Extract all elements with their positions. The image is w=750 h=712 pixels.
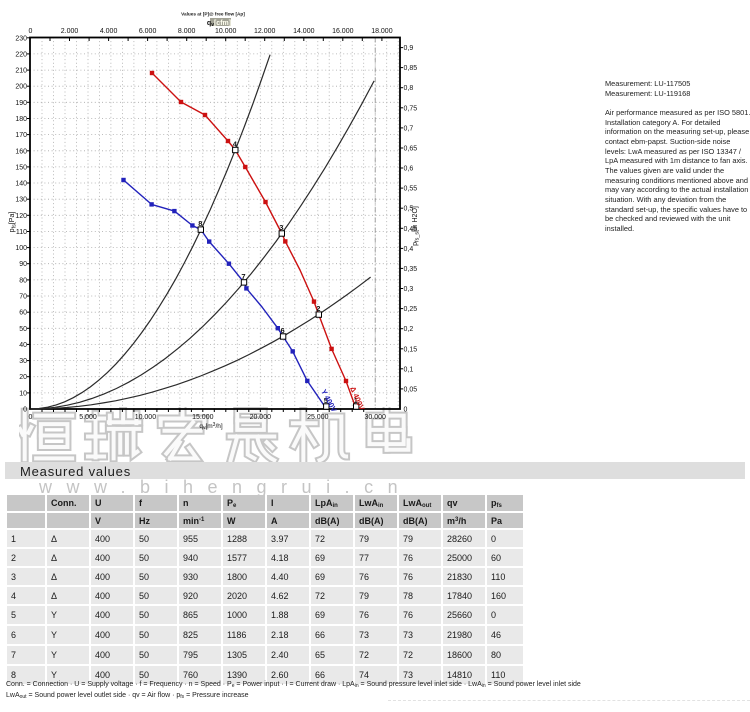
svg-text:qv[m3/h]: qv[m3/h] xyxy=(199,422,223,431)
svg-text:10.000: 10.000 xyxy=(215,28,237,35)
svg-text:210: 210 xyxy=(15,68,27,75)
svg-text:18.000: 18.000 xyxy=(371,28,393,35)
svg-text:1: 1 xyxy=(354,396,358,405)
svg-text:0,85: 0,85 xyxy=(404,65,418,72)
svg-text:110: 110 xyxy=(16,229,27,236)
svg-text:70: 70 xyxy=(19,294,27,301)
svg-text:120: 120 xyxy=(15,213,27,220)
svg-text:150: 150 xyxy=(15,164,27,171)
svg-text:50: 50 xyxy=(19,326,27,333)
svg-text:14.000: 14.000 xyxy=(293,28,315,35)
svg-text:0: 0 xyxy=(29,414,33,421)
svg-text:90: 90 xyxy=(19,261,27,268)
svg-text:0,45: 0,45 xyxy=(404,226,418,233)
svg-text:6: 6 xyxy=(281,326,285,335)
svg-text:0,1: 0,1 xyxy=(404,366,414,373)
svg-text:pfs[Pa]: pfs[Pa] xyxy=(9,212,18,233)
svg-text:60: 60 xyxy=(19,310,27,317)
svg-text:8.000: 8.000 xyxy=(178,28,196,35)
svg-text:25.000: 25.000 xyxy=(307,414,329,421)
svg-text:6.000: 6.000 xyxy=(139,28,157,35)
svg-text:0,7: 0,7 xyxy=(404,125,414,132)
svg-text:5: 5 xyxy=(324,396,328,405)
svg-text:0,65: 0,65 xyxy=(404,146,418,153)
svg-text:pfs_s[in H2O]: pfs_s[in H2O] xyxy=(412,206,421,246)
svg-text:Values at [P]@ free flow [Ap]: Values at [P]@ free flow [Ap] xyxy=(181,12,245,17)
svg-text:2.000: 2.000 xyxy=(61,28,79,35)
svg-text:230: 230 xyxy=(15,35,27,42)
svg-text:200: 200 xyxy=(15,84,27,91)
svg-text:5.000: 5.000 xyxy=(79,414,97,421)
svg-text:16.000: 16.000 xyxy=(332,28,354,35)
svg-text:80: 80 xyxy=(19,277,27,284)
svg-text:0: 0 xyxy=(23,407,27,414)
svg-text:0,5: 0,5 xyxy=(404,206,414,213)
svg-text:220: 220 xyxy=(15,51,27,58)
svg-text:100: 100 xyxy=(15,245,27,252)
svg-text:180: 180 xyxy=(15,116,27,123)
svg-text:0,6: 0,6 xyxy=(404,166,414,173)
svg-text:4.000: 4.000 xyxy=(100,28,118,35)
svg-text:0,35: 0,35 xyxy=(404,266,418,273)
svg-text:0: 0 xyxy=(29,28,33,35)
svg-text:20.000: 20.000 xyxy=(250,414,272,421)
svg-text:4: 4 xyxy=(233,140,238,149)
svg-text:8: 8 xyxy=(198,219,202,228)
svg-text:10: 10 xyxy=(19,390,27,397)
svg-text:0: 0 xyxy=(404,407,408,414)
svg-text:20: 20 xyxy=(19,374,27,381)
svg-text:170: 170 xyxy=(15,132,27,139)
svg-text:3: 3 xyxy=(279,223,283,232)
svg-text:0,55: 0,55 xyxy=(404,186,418,193)
svg-text:0,75: 0,75 xyxy=(404,105,418,112)
svg-text:0,3: 0,3 xyxy=(404,286,414,293)
svg-text:0,4: 0,4 xyxy=(404,246,414,253)
svg-text:qv[cfm]: qv[cfm] xyxy=(207,20,231,28)
svg-text:7: 7 xyxy=(241,272,245,281)
svg-text:0,25: 0,25 xyxy=(404,306,418,313)
svg-text:140: 140 xyxy=(15,181,27,188)
svg-text:0,8: 0,8 xyxy=(404,85,414,92)
svg-text:130: 130 xyxy=(15,197,27,204)
svg-text:2: 2 xyxy=(316,304,320,313)
svg-text:0,2: 0,2 xyxy=(404,326,414,333)
svg-text:160: 160 xyxy=(15,148,27,155)
svg-text:190: 190 xyxy=(15,100,27,107)
svg-text:10.000: 10.000 xyxy=(135,414,157,421)
svg-text:40: 40 xyxy=(19,342,27,349)
svg-text:30: 30 xyxy=(19,358,27,365)
svg-text:12.000: 12.000 xyxy=(254,28,276,35)
svg-text:30.000: 30.000 xyxy=(364,414,386,421)
svg-text:0,05: 0,05 xyxy=(404,386,418,393)
svg-text:0,15: 0,15 xyxy=(404,346,418,353)
svg-text:15.000: 15.000 xyxy=(192,414,214,421)
svg-text:0,9: 0,9 xyxy=(404,45,414,52)
